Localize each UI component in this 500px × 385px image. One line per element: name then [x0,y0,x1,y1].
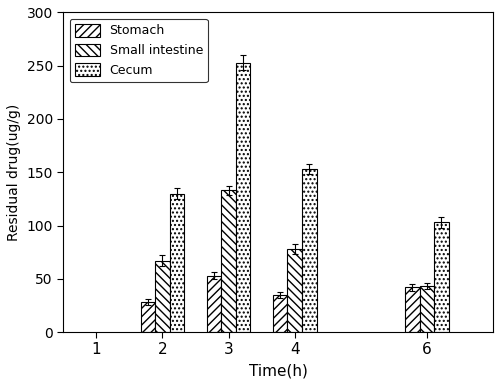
Bar [273,295,287,332]
Bar [434,223,449,332]
Bar [155,261,170,332]
Bar [140,302,155,332]
Legend: Stomach, Small intestine, Cecum: Stomach, Small intestine, Cecum [70,19,208,82]
Bar [420,286,434,332]
Bar [302,169,316,332]
X-axis label: Time(h): Time(h) [248,363,308,378]
Bar [236,62,250,332]
Bar [288,249,302,332]
Bar [222,190,236,332]
Bar [405,287,419,332]
Y-axis label: Residual drug(ug/g): Residual drug(ug/g) [7,104,21,241]
Bar [170,194,184,332]
Bar [207,276,222,332]
